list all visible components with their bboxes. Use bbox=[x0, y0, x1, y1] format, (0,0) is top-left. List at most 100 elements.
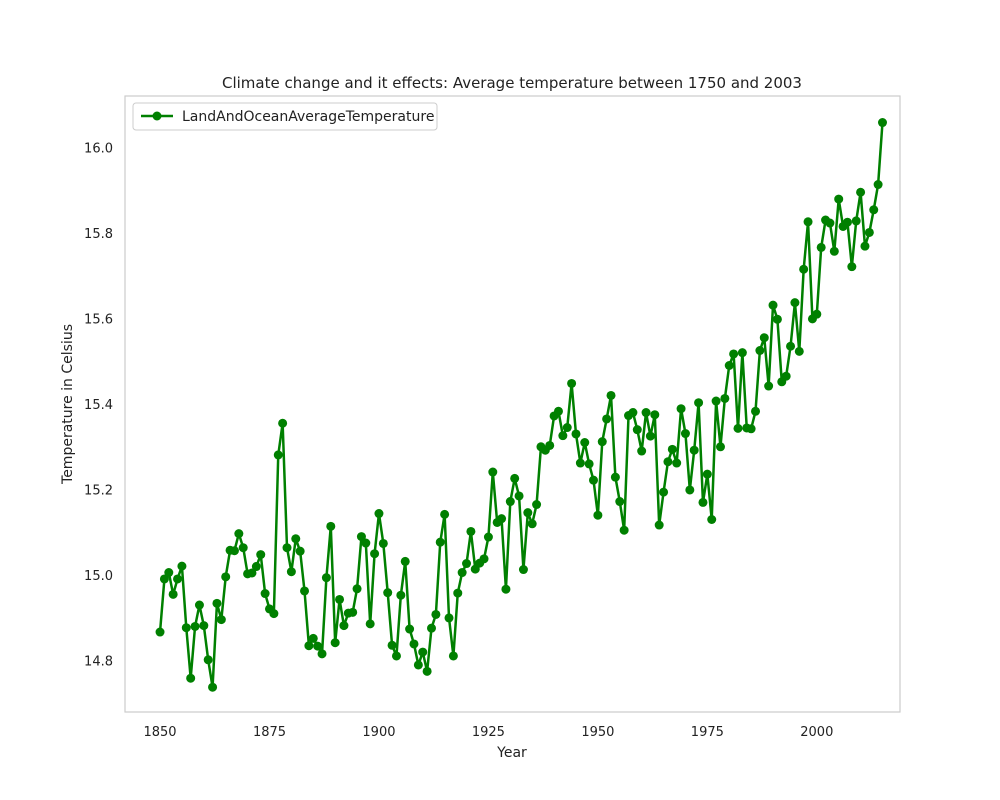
x-tick-label: 1875 bbox=[253, 725, 286, 740]
data-point bbox=[532, 500, 542, 510]
data-point bbox=[558, 431, 568, 441]
data-point bbox=[164, 568, 174, 578]
data-point bbox=[589, 475, 598, 485]
data-point bbox=[427, 623, 436, 633]
data-point bbox=[851, 216, 861, 226]
data-point bbox=[304, 641, 314, 651]
legend: LandAndOceanAverageTemperature bbox=[132, 102, 438, 131]
y-axis-label: Temperature in Celsius bbox=[60, 324, 76, 485]
data-point bbox=[510, 473, 520, 483]
data-point bbox=[746, 424, 756, 434]
data-point bbox=[194, 600, 204, 610]
data-point bbox=[190, 621, 200, 631]
data-point bbox=[772, 314, 782, 324]
data-point bbox=[729, 349, 739, 359]
data-point bbox=[781, 371, 791, 381]
data-point bbox=[352, 584, 362, 594]
legend-entry-label: LandAndOceanAverageTemperature bbox=[182, 109, 434, 125]
series-layer bbox=[155, 118, 887, 692]
data-point bbox=[462, 559, 472, 569]
data-point bbox=[181, 623, 191, 633]
data-point bbox=[173, 574, 183, 584]
data-point bbox=[816, 242, 826, 252]
data-point bbox=[400, 556, 410, 566]
data-point bbox=[361, 538, 371, 548]
data-point bbox=[348, 607, 358, 617]
data-point bbox=[177, 561, 187, 571]
data-point bbox=[216, 615, 226, 625]
data-point bbox=[497, 514, 507, 524]
data-point bbox=[799, 264, 809, 274]
y-tick-label: 15.2 bbox=[84, 484, 113, 499]
data-point bbox=[527, 519, 537, 529]
data-point bbox=[440, 509, 450, 519]
data-point bbox=[790, 298, 800, 308]
data-point bbox=[457, 568, 467, 578]
data-point bbox=[317, 649, 327, 659]
data-point bbox=[405, 624, 415, 634]
data-point bbox=[313, 641, 323, 651]
data-point bbox=[431, 609, 441, 619]
data-point bbox=[286, 567, 296, 577]
data-point bbox=[751, 406, 761, 416]
data-point bbox=[300, 586, 310, 596]
data-point bbox=[514, 491, 524, 501]
y-axis-ticks: 14.8 15.0 15.2 15.4 15.6 15.8 16.0 bbox=[84, 141, 113, 669]
data-point bbox=[575, 458, 585, 468]
data-point bbox=[365, 619, 375, 629]
data-point bbox=[422, 666, 432, 676]
data-point bbox=[234, 529, 244, 539]
data-point bbox=[737, 348, 747, 358]
data-point bbox=[562, 423, 572, 433]
data-point bbox=[435, 537, 445, 547]
data-point bbox=[733, 423, 743, 433]
data-point bbox=[602, 414, 612, 424]
data-point bbox=[212, 598, 222, 608]
data-point bbox=[641, 408, 651, 418]
data-point bbox=[597, 437, 607, 447]
data-point bbox=[707, 515, 717, 524]
data-point bbox=[269, 609, 279, 619]
data-point bbox=[518, 565, 528, 575]
data-point bbox=[860, 241, 870, 251]
data-point bbox=[229, 546, 239, 556]
data-point bbox=[479, 554, 489, 564]
data-point bbox=[842, 217, 852, 227]
data-point bbox=[676, 404, 686, 414]
data-point bbox=[199, 621, 209, 631]
data-point bbox=[168, 589, 178, 599]
data-point bbox=[409, 639, 419, 649]
data-point bbox=[685, 485, 695, 495]
y-tick-label: 15.0 bbox=[84, 569, 113, 584]
data-point bbox=[702, 469, 712, 479]
data-point bbox=[291, 534, 301, 544]
data-point bbox=[238, 543, 248, 553]
data-point bbox=[829, 246, 839, 256]
data-point bbox=[505, 497, 515, 507]
data-point bbox=[483, 532, 493, 542]
data-point bbox=[159, 574, 169, 584]
data-point bbox=[593, 510, 603, 520]
data-point bbox=[724, 361, 734, 370]
data-point bbox=[663, 457, 673, 467]
data-point bbox=[812, 309, 822, 319]
data-point bbox=[387, 640, 397, 650]
data-point bbox=[335, 594, 345, 604]
y-tick-label: 15.8 bbox=[84, 227, 113, 242]
data-point bbox=[628, 408, 638, 418]
data-point bbox=[659, 487, 669, 497]
x-tick-label: 2000 bbox=[800, 725, 833, 740]
data-point bbox=[488, 467, 498, 477]
data-point bbox=[825, 218, 835, 228]
data-point bbox=[645, 431, 655, 441]
data-point bbox=[667, 444, 677, 454]
data-point bbox=[260, 589, 270, 599]
data-point bbox=[221, 572, 231, 582]
data-point bbox=[786, 341, 796, 351]
data-point bbox=[694, 398, 704, 408]
data-point bbox=[444, 613, 454, 623]
data-point bbox=[720, 393, 730, 403]
data-point bbox=[396, 590, 406, 600]
y-tick-label: 15.6 bbox=[84, 312, 113, 327]
data-point bbox=[453, 588, 463, 598]
